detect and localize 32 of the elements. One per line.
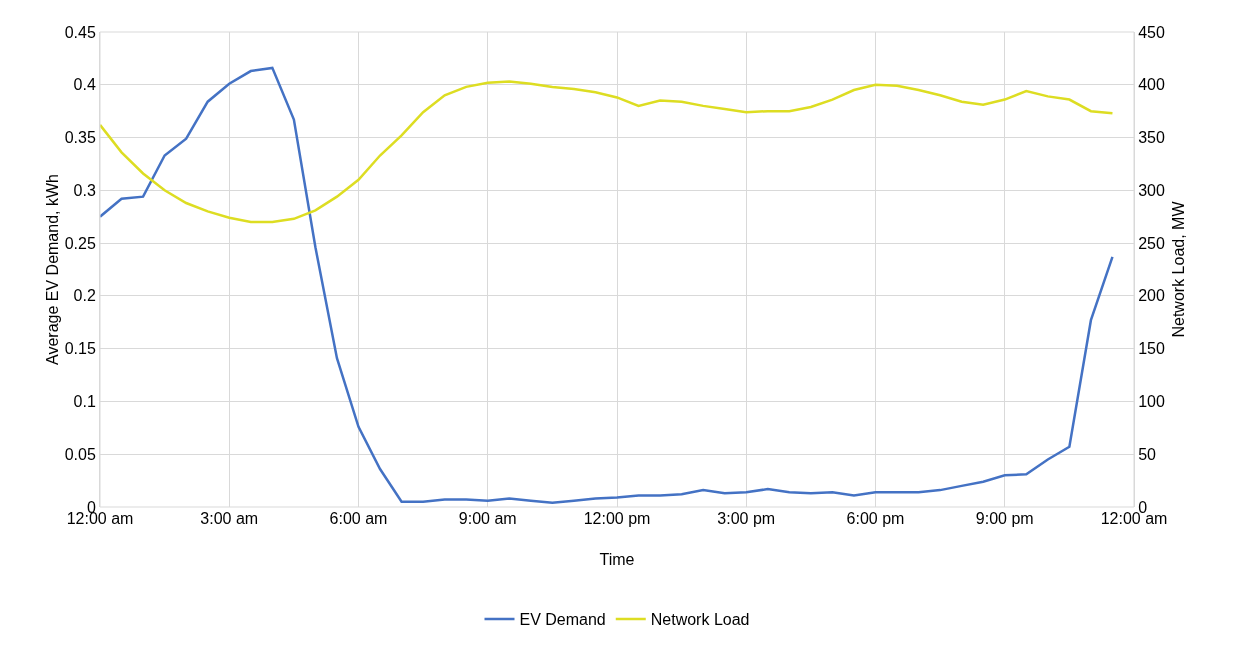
y-tick-label: 0.2 xyxy=(73,287,96,305)
line-series xyxy=(100,80,1114,224)
y2-tick-label: 450 xyxy=(1138,23,1165,41)
y-tick-label: 0.15 xyxy=(64,340,96,358)
y2-tick-label: 250 xyxy=(1138,234,1165,252)
x-tick-label: 3:00 pm xyxy=(717,510,776,527)
y2-tick-label: 400 xyxy=(1138,76,1165,94)
y2-axis-title: Network Load, MW xyxy=(1170,200,1187,338)
x-tick-label: 6:00 pm xyxy=(846,510,905,527)
x-tick-label: 9:00 am xyxy=(458,510,517,527)
x-tick-label: 3:00 am xyxy=(200,510,259,527)
y2-tick-label: 50 xyxy=(1138,445,1157,463)
y2-tick-label: 150 xyxy=(1138,340,1165,358)
x-tick-label: 9:00 pm xyxy=(975,510,1034,527)
y-axis-title: Average EV Demand, kWh xyxy=(44,174,61,365)
y2-tick-label: 200 xyxy=(1138,287,1165,305)
x-tick-label: 6:00 am xyxy=(329,510,388,527)
y-tick-label: 0.3 xyxy=(73,181,96,199)
y-tick-label: 0.45 xyxy=(64,23,96,41)
legend-label: EV Demand xyxy=(519,611,606,629)
y2-tick-label: 100 xyxy=(1138,393,1165,411)
y-tick-label: 0.05 xyxy=(64,445,96,463)
x-tick-label: 12:00 pm xyxy=(583,510,651,527)
x-axis-title: Time xyxy=(599,551,635,568)
legend-label: Network Load xyxy=(650,611,750,629)
y2-tick-label: 300 xyxy=(1138,181,1165,199)
y-tick-label: 0.35 xyxy=(64,129,96,147)
y2-tick-label: 350 xyxy=(1138,129,1165,147)
y-tick-label: 0.1 xyxy=(73,393,96,411)
y-tick-label: 0.4 xyxy=(73,76,96,94)
line-series xyxy=(100,66,1114,505)
y-tick-label: 0.25 xyxy=(64,234,96,252)
